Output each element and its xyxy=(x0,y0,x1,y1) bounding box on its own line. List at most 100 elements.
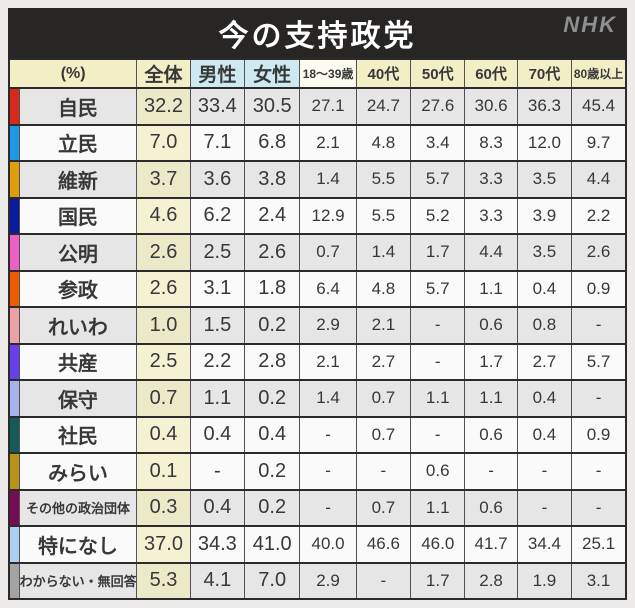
value-cell: - xyxy=(299,452,357,491)
value-cell: 30.6 xyxy=(464,87,518,126)
value-cell: 37.0 xyxy=(136,525,191,564)
party-color-bar xyxy=(8,160,20,199)
value-cell: 2.9 xyxy=(299,561,357,600)
value-cell: 34.4 xyxy=(516,525,573,564)
value-cell: 46.6 xyxy=(355,525,412,564)
value-cell: 6.2 xyxy=(189,196,246,235)
value-cell: 3.3 xyxy=(464,160,518,199)
table-row: その他の政治団体 0.3 0.4 0.2-0.7 1.1 0.6- - xyxy=(8,488,627,527)
value-cell: 0.2 xyxy=(244,488,301,527)
value-cell: 2.8 xyxy=(464,561,518,600)
party-name: 保守 xyxy=(18,379,138,418)
party-color-bar xyxy=(8,123,20,162)
table-row: 公明 2.6 2.5 2.6 0.7 1.4 1.7 4.4 3.5 2.6 xyxy=(8,233,627,272)
value-cell: 40.0 xyxy=(299,525,357,564)
party-color-bar xyxy=(8,525,20,564)
value-cell: - xyxy=(410,415,466,454)
value-cell: 1.1 xyxy=(410,379,466,418)
value-cell: 2.6 xyxy=(571,233,627,272)
value-cell: 46.0 xyxy=(410,525,466,564)
value-cell: 5.5 xyxy=(355,160,412,199)
value-cell: 1.4 xyxy=(299,160,357,199)
value-cell: 8.3 xyxy=(464,123,518,162)
party-name: 自民 xyxy=(18,87,138,126)
value-cell: 3.4 xyxy=(410,123,466,162)
party-name: 公明 xyxy=(18,233,138,272)
value-cell: 2.6 xyxy=(136,269,191,308)
value-cell: 2.1 xyxy=(299,342,357,381)
value-cell: 1.4 xyxy=(299,379,357,418)
title-bar: 今の支持政党 NHK xyxy=(8,8,627,58)
value-cell: - xyxy=(299,488,357,527)
value-cell: - xyxy=(571,306,627,345)
party-color-bar xyxy=(8,233,20,272)
column-header: 70代 xyxy=(516,58,573,89)
party-color-bar xyxy=(8,87,20,126)
table-row: 特になし 37.0 34.3 41.0 40.0 46.6 46.0 41.7 34.4 25.1 xyxy=(8,525,627,564)
value-cell: 7.0 xyxy=(244,561,301,600)
value-cell: 3.9 xyxy=(516,196,573,235)
value-cell: 6.4 xyxy=(299,269,357,308)
party-color-bar xyxy=(8,342,20,381)
value-cell: - xyxy=(571,379,627,418)
value-cell: 2.2 xyxy=(571,196,627,235)
value-cell: 0.6 xyxy=(410,452,466,491)
party-name: その他の政治団体 xyxy=(18,488,138,527)
value-cell: 0.9 xyxy=(571,415,627,454)
value-cell: 3.7 xyxy=(136,160,191,199)
value-cell: 4.6 xyxy=(136,196,191,235)
table-row: 立民 7.0 7.1 6.8 2.1 4.8 3.4 8.3 12.0 9.7 xyxy=(8,123,627,162)
value-cell: 1.7 xyxy=(464,342,518,381)
column-header: 男性 xyxy=(189,58,246,89)
party-color-bar xyxy=(8,488,20,527)
table-header: (%) 全体 男性 女性 18～39歳 40代 50代 60代 70代 80歳以上 xyxy=(8,58,627,89)
party-color-bar xyxy=(8,561,20,600)
value-cell: - xyxy=(516,452,573,491)
value-cell: 33.4 xyxy=(189,87,246,126)
value-cell: 27.1 xyxy=(299,87,357,126)
header-row: (%) 全体 男性 女性 18～39歳 40代 50代 60代 70代 80歳以上 xyxy=(8,58,627,89)
value-cell: 0.4 xyxy=(244,415,301,454)
column-header: 18～39歳 xyxy=(299,58,357,89)
value-cell: 0.4 xyxy=(189,488,246,527)
value-cell: 3.5 xyxy=(516,233,573,272)
value-cell: 0.6 xyxy=(464,415,518,454)
party-color-bar xyxy=(8,269,20,308)
party-name: みらい xyxy=(18,452,138,491)
value-cell: 36.3 xyxy=(516,87,573,126)
value-cell: 30.5 xyxy=(244,87,301,126)
party-name: 共産 xyxy=(18,342,138,381)
value-cell: 5.2 xyxy=(410,196,466,235)
party-name: 特になし xyxy=(18,525,138,564)
party-name: 社民 xyxy=(18,415,138,454)
unit-header: (%) xyxy=(8,58,138,89)
value-cell: 5.3 xyxy=(136,561,191,600)
value-cell: 0.8 xyxy=(516,306,573,345)
column-header: 女性 xyxy=(244,58,301,89)
value-cell: 41.0 xyxy=(244,525,301,564)
table-row: 自民 32.2 33.4 30.5 27.1 24.7 27.6 30.6 36.3 45.4 xyxy=(8,87,627,126)
table-row: 維新 3.7 3.6 3.8 1.4 5.5 5.7 3.3 3.5 4.4 xyxy=(8,160,627,199)
value-cell: 5.7 xyxy=(410,160,466,199)
value-cell: 2.2 xyxy=(189,342,246,381)
value-cell: - xyxy=(299,415,357,454)
value-cell: 1.1 xyxy=(189,379,246,418)
value-cell: 2.6 xyxy=(244,233,301,272)
column-header: 40代 xyxy=(355,58,412,89)
column-header: 50代 xyxy=(410,58,466,89)
value-cell: 1.1 xyxy=(464,269,518,308)
value-cell: - xyxy=(410,342,466,381)
value-cell: 0.2 xyxy=(244,452,301,491)
value-cell: - xyxy=(355,452,412,491)
value-cell: - xyxy=(571,452,627,491)
page-title: 今の支持政党 xyxy=(218,20,417,53)
value-cell: 3.6 xyxy=(189,160,246,199)
party-name: 維新 xyxy=(18,160,138,199)
value-cell: 12.9 xyxy=(299,196,357,235)
party-name: れいわ xyxy=(18,306,138,345)
value-cell: 0.9 xyxy=(571,269,627,308)
value-cell: 45.4 xyxy=(571,87,627,126)
value-cell: 0.7 xyxy=(355,379,412,418)
value-cell: 2.9 xyxy=(299,306,357,345)
value-cell: 0.6 xyxy=(464,306,518,345)
